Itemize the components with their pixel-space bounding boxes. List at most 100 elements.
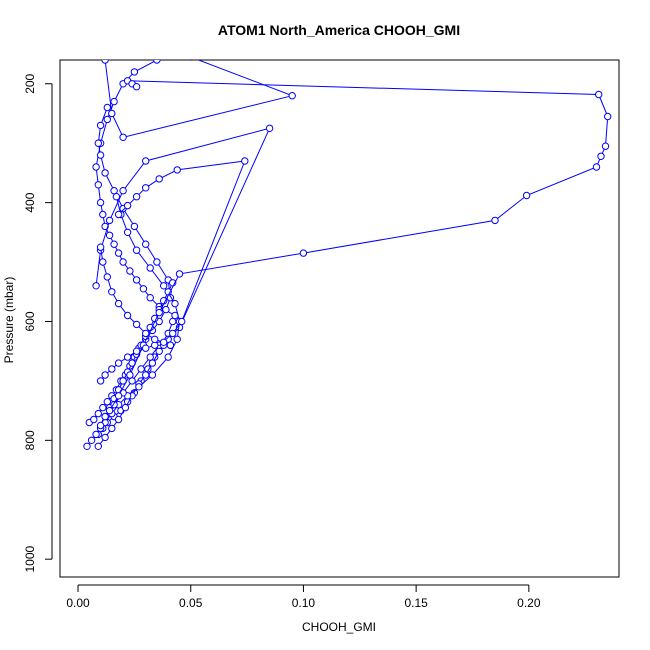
data-point — [114, 210, 123, 219]
y-axis: 200 400 600 800 1000 — [23, 73, 53, 573]
data-point — [146, 294, 154, 302]
data-point — [114, 249, 123, 257]
data-point — [137, 365, 145, 373]
data-point — [155, 308, 163, 317]
data-point — [126, 371, 134, 379]
data-point — [114, 299, 123, 308]
data-point — [101, 433, 109, 442]
data-point — [142, 329, 150, 338]
data-point — [112, 193, 121, 201]
data-point — [130, 222, 139, 231]
data-point — [90, 415, 98, 424]
data-point — [96, 151, 105, 159]
data-point — [132, 193, 141, 201]
series-line — [89, 107, 171, 423]
data-point — [175, 270, 184, 278]
data-point — [595, 90, 603, 99]
data-point — [110, 240, 118, 248]
data-point — [114, 415, 123, 424]
data-point — [132, 320, 141, 329]
plot-frame — [59, 59, 620, 578]
data-point — [114, 392, 123, 400]
data-point — [123, 201, 132, 210]
data-point — [119, 258, 127, 266]
data-point — [94, 139, 103, 147]
data-point — [592, 163, 601, 171]
x-axis: 0.00 0.05 0.10 0.15 0.20 — [66, 584, 541, 610]
y-axis-label: Pressure (mbar) — [2, 277, 16, 364]
data-point — [105, 231, 114, 240]
data-point — [299, 249, 308, 257]
data-point — [146, 264, 154, 272]
y-tick-label: 600 — [23, 311, 37, 331]
data-point — [126, 267, 134, 275]
data-point — [171, 299, 179, 308]
data-point — [169, 329, 177, 338]
data-point — [94, 181, 103, 189]
data-point — [178, 317, 186, 326]
data-point — [94, 409, 103, 418]
data-point — [148, 359, 157, 367]
data-point — [597, 152, 605, 161]
data-point — [94, 442, 103, 450]
data-point — [121, 403, 130, 412]
data-point — [132, 83, 141, 91]
data-point — [153, 60, 161, 64]
data-point — [101, 371, 109, 379]
data-point — [173, 335, 181, 343]
data-point — [99, 210, 107, 219]
data-point — [119, 133, 127, 142]
data-point — [92, 282, 100, 290]
data-point — [101, 60, 109, 64]
data-point — [153, 258, 161, 266]
data-point — [288, 92, 296, 100]
x-tick-label: 0.05 — [179, 596, 203, 610]
data-point — [241, 157, 249, 165]
data-point — [108, 424, 116, 433]
y-tick-label: 400 — [23, 192, 37, 212]
data-point — [96, 421, 105, 430]
data-point — [108, 109, 116, 118]
data-point — [188, 60, 193, 61]
data-point — [132, 276, 141, 284]
data-point — [132, 246, 141, 254]
data-point — [123, 311, 132, 320]
data-point — [103, 115, 112, 124]
data-point — [96, 243, 105, 251]
data-point — [164, 353, 172, 361]
data-point — [108, 288, 116, 296]
y-tick-label: 1000 — [23, 546, 37, 573]
chart-title: ATOM1 North_America CHOOH_GMI — [218, 22, 460, 38]
data-point — [123, 228, 132, 237]
data-point — [114, 359, 123, 367]
data-point — [155, 175, 163, 183]
data-point — [142, 240, 150, 248]
data-point — [92, 163, 100, 171]
data-point — [160, 282, 168, 290]
data-point — [522, 191, 531, 200]
data-point — [139, 285, 148, 293]
series-line — [104, 160, 246, 417]
data-point — [119, 187, 127, 195]
data-point — [123, 353, 132, 361]
data-point — [83, 442, 91, 450]
data-point — [99, 258, 107, 266]
data-point — [142, 371, 150, 379]
data-point — [142, 344, 150, 352]
data-point — [142, 184, 150, 192]
data-point — [162, 305, 170, 314]
series-layer — [83, 60, 612, 450]
data-point — [491, 216, 499, 225]
data-point — [135, 383, 143, 391]
data-point — [160, 338, 168, 346]
x-tick-label: 0.15 — [404, 596, 428, 610]
data-point — [110, 97, 118, 106]
data-point — [101, 169, 109, 177]
data-point — [265, 124, 274, 133]
data-point — [99, 403, 107, 412]
data-point — [105, 406, 114, 415]
x-tick-label: 0.10 — [292, 596, 316, 610]
data-point — [169, 317, 177, 326]
data-point — [96, 121, 105, 130]
